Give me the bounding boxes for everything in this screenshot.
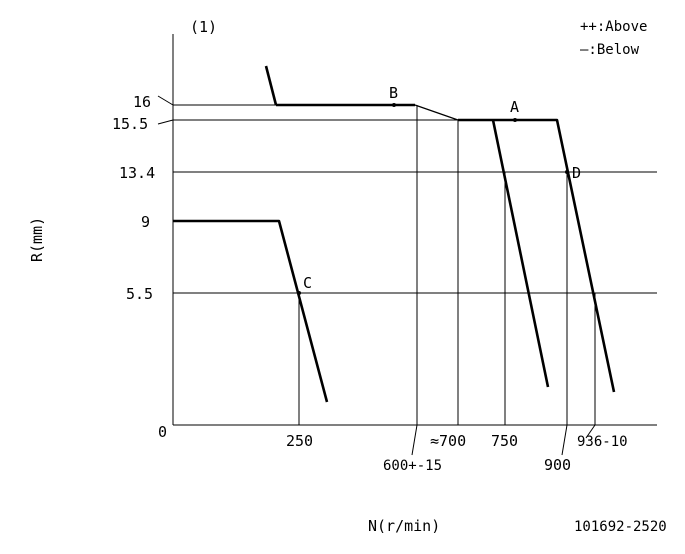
- y-tick-13-4: 13.4: [119, 164, 155, 182]
- upper-curve-transition: [414, 104, 459, 121]
- legend-above: ++:Above: [580, 19, 647, 35]
- x-tick-600: 600+-15: [383, 458, 442, 474]
- y-tick-0: 0: [158, 423, 167, 441]
- point-c-marker: [297, 291, 301, 295]
- x-tick-250: 250: [286, 432, 313, 450]
- upper-curve-plateau-15-5-and-cutoff: [458, 118, 616, 393]
- y-tick-9: 9: [141, 213, 150, 231]
- panel-label: (1): [190, 18, 217, 36]
- tick-leader-r15-5: [157, 119, 174, 125]
- legend-below: —:Below: [580, 42, 640, 58]
- point-d-label: D: [572, 164, 581, 182]
- x-tick-700: ≈700: [430, 432, 466, 450]
- x-axis-title: N(r/min): [368, 517, 440, 535]
- y-tick-16: 16: [133, 93, 151, 111]
- x-tick-750: 750: [491, 432, 518, 450]
- idle-curve: [173, 219, 329, 403]
- x-tick-900: 900: [544, 456, 571, 474]
- below-limit-cutoff-line: [491, 119, 550, 388]
- point-b-label: B: [389, 84, 398, 102]
- tick-leader-n600: [411, 424, 418, 456]
- x-tick-936: 936-10: [577, 434, 628, 450]
- figure-code: 101692-2520: [574, 519, 667, 535]
- y-tick-15-5: 15.5: [112, 115, 148, 133]
- tick-leader-r16: [157, 95, 174, 106]
- tick-leader-n936: [585, 424, 596, 439]
- upper-curve-rise: [264, 65, 278, 106]
- y-axis-title: R(mm): [28, 217, 46, 262]
- y-tick-5-5: 5.5: [126, 285, 153, 303]
- point-a-label: A: [510, 98, 519, 116]
- point-d-marker: [565, 170, 569, 174]
- tick-leader-n900: [561, 424, 568, 456]
- point-c-label: C: [303, 274, 312, 292]
- point-a-marker: [513, 118, 517, 122]
- point-b-marker: [392, 103, 396, 107]
